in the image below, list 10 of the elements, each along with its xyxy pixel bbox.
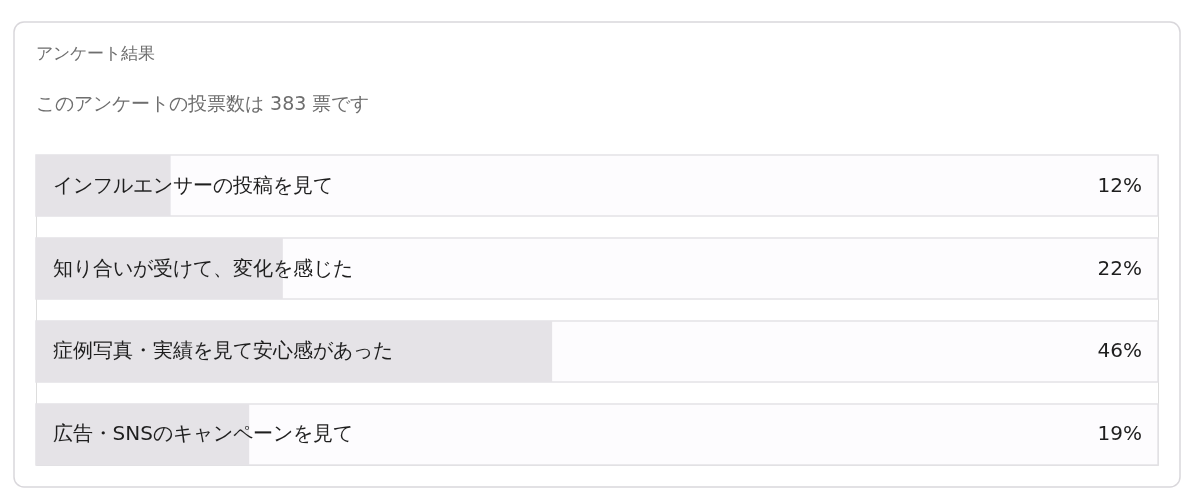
data-label: 22% — [1097, 255, 1142, 280]
y-tick-label: 知り合いが受けて、変化を感じた — [52, 255, 353, 280]
data-label: 46% — [1097, 338, 1142, 363]
data-label: 19% — [1097, 421, 1142, 446]
chart-title: アンケート結果 — [36, 43, 155, 63]
chart-subtitle: このアンケートの投票数は 383 票です — [36, 92, 370, 114]
data-label: 12% — [1097, 172, 1142, 197]
y-tick-label: 広告・SNSのキャンペーンを見て — [52, 421, 353, 446]
y-tick-label: 症例写真・実績を見て安心感があった — [52, 338, 393, 363]
y-tick-label: インフルエンサーの投稿を見て — [52, 172, 333, 197]
